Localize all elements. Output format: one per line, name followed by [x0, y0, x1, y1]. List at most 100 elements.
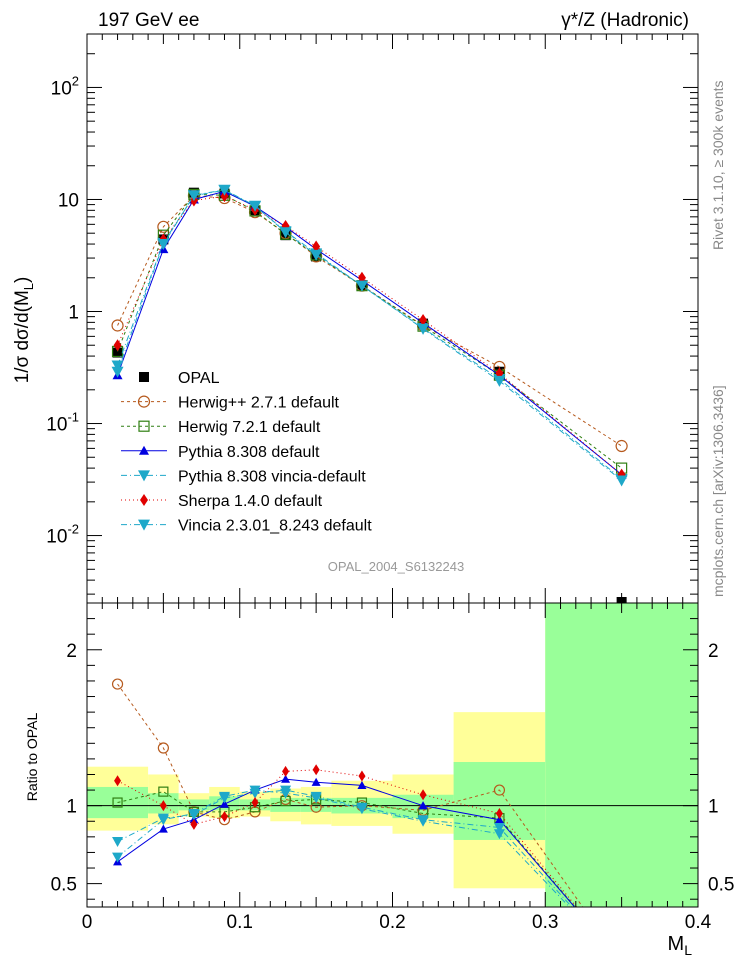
series-line [117, 189, 622, 480]
main-ylabel: 1/σ dσ/d(ML) [12, 277, 36, 384]
data-marker [357, 780, 367, 789]
data-marker [495, 807, 503, 819]
data-marker [312, 240, 321, 253]
ratio-ylabel: Ratio to OPAL [24, 713, 40, 802]
data-marker [187, 190, 200, 202]
y-tick-label: 10-2 [46, 522, 79, 548]
data-marker [417, 323, 430, 335]
x-tick-label: 0.4 [685, 912, 712, 933]
data-marker [112, 797, 123, 808]
data-marker [251, 797, 259, 809]
data-marker [137, 395, 151, 408]
data-marker [159, 800, 167, 812]
legend-item: Pythia 8.308 default [121, 444, 320, 461]
data-marker [280, 788, 292, 799]
legend-label: Pythia 8.308 vincia-default [178, 468, 366, 485]
side-label-top: Rivet 3.1.10, ≥ 300k events [710, 80, 726, 250]
legend-item: Vincia 2.3.01_8.243 default [121, 518, 372, 535]
data-marker [157, 239, 170, 251]
data-marker [139, 372, 149, 382]
data-marker [218, 184, 231, 196]
data-marker [112, 852, 124, 863]
data-marker [138, 519, 150, 531]
data-marker [279, 227, 292, 239]
y-tick-label: 10 [58, 190, 79, 211]
x-tick-label: 0.2 [379, 912, 405, 933]
data-marker [112, 347, 123, 358]
data-marker [138, 470, 150, 482]
data-marker [114, 775, 122, 787]
legend-label: Herwig++ 2.7.1 default [178, 395, 340, 412]
ratio-series-5 [114, 764, 577, 908]
data-marker [417, 816, 429, 827]
y-tick-base: 10 [46, 527, 67, 548]
data-marker [312, 764, 320, 776]
x-tick-label: 0 [82, 912, 93, 933]
legend: OPAL Herwig++ 2.7.1 default Herwig 7.2.1 d… [121, 370, 372, 535]
ratio-y-tick-label-right: 2 [708, 641, 719, 662]
data-marker [282, 765, 290, 777]
ratio-panel: 0.5 0.5 1 1 2 2 Ratio to OPAL [24, 602, 734, 908]
analysis-id: OPAL_2004_S6132243 [328, 559, 464, 574]
data-marker [157, 815, 169, 826]
data-marker [493, 829, 505, 840]
y-tick-label: 10-1 [46, 410, 79, 436]
data-marker [111, 319, 124, 332]
data-marker [493, 784, 506, 796]
data-marker [158, 786, 169, 797]
series-6 [111, 184, 628, 487]
data-marker [615, 439, 628, 453]
data-marker [112, 837, 124, 848]
data-marker [139, 445, 149, 455]
data-marker [355, 280, 368, 292]
data-marker [111, 678, 124, 690]
series-line [117, 195, 622, 475]
data-marker [157, 220, 170, 233]
ratio-stat-band [178, 799, 210, 811]
ratio-stat-band [545, 603, 698, 907]
legend-label: Sherpa 1.4.0 default [178, 493, 323, 510]
x-label-sub: L [684, 942, 692, 958]
data-marker [188, 808, 200, 819]
legend-label: Pythia 8.308 default [178, 444, 320, 461]
data-marker [493, 375, 506, 387]
data-marker [418, 801, 428, 810]
ratio-y-tick-label-right: 0.5 [708, 875, 734, 896]
data-marker [494, 815, 504, 824]
ratio-stat-band [300, 797, 332, 812]
data-marker [220, 811, 228, 823]
data-marker [281, 774, 291, 783]
y-tick-base: 10 [46, 415, 67, 436]
header-left: 197 GeV ee [98, 10, 199, 31]
data-marker [158, 824, 168, 833]
series-line [117, 193, 622, 469]
data-marker [113, 339, 122, 352]
x-tick-label: 0.3 [532, 912, 558, 933]
y-tick-label: 102 [51, 73, 79, 99]
ratio-series-6 [112, 785, 570, 908]
data-marker [311, 777, 321, 786]
y-tick-base: 10 [51, 78, 72, 99]
ratio-y-tick-label-right: 1 [708, 797, 719, 818]
data-marker [190, 818, 198, 830]
legend-item: Herwig 7.2.1 default [121, 419, 321, 436]
data-marker [157, 742, 169, 754]
ratio-line [117, 791, 576, 908]
x-label-main: M [668, 933, 685, 955]
data-marker [249, 200, 262, 212]
data-marker [218, 791, 230, 802]
legend-item: Sherpa 1.4.0 default [121, 493, 323, 510]
data-marker [138, 420, 150, 432]
y-label-close: ) [12, 277, 33, 283]
legend-item: Pythia 8.308 vincia-default [121, 468, 366, 485]
legend-item: Herwig++ 2.7.1 default [121, 395, 340, 412]
side-label-bottom: mcplots.cern.ch [arXiv:1306.3436] [710, 385, 726, 597]
data-marker [249, 785, 261, 796]
y-tick-exponent: -2 [67, 522, 79, 537]
data-marker [310, 793, 322, 804]
legend-label: OPAL [178, 370, 220, 387]
y-label-main: 1/σ dσ/d(M [12, 290, 33, 383]
data-marker [219, 799, 229, 808]
